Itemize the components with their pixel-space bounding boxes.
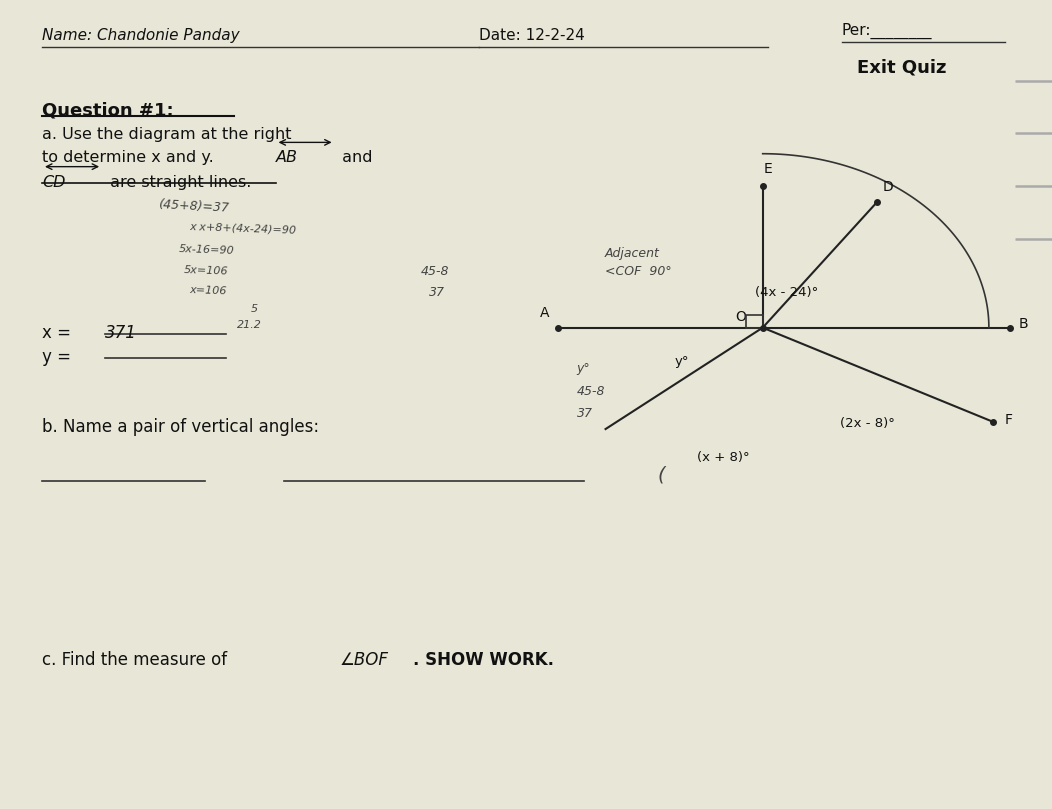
Text: y°: y° [576, 362, 590, 375]
Text: x =: x = [42, 324, 77, 341]
Text: 21.2: 21.2 [237, 320, 262, 330]
Text: . SHOW WORK.: . SHOW WORK. [413, 651, 554, 669]
Text: Name: Chandonie Panday: Name: Chandonie Panday [42, 28, 240, 44]
Text: Adjacent: Adjacent [605, 247, 660, 260]
Text: a. Use the diagram at the right: a. Use the diagram at the right [42, 127, 291, 142]
Text: (4x - 24)°: (4x - 24)° [755, 286, 818, 299]
Text: Date: 12-2-24: Date: 12-2-24 [479, 28, 585, 44]
Text: 371: 371 [105, 324, 137, 341]
Text: ∠BOF: ∠BOF [340, 651, 389, 669]
Text: 45-8: 45-8 [576, 385, 605, 398]
Text: x=106: x=106 [189, 285, 227, 296]
Text: D: D [883, 180, 893, 193]
Text: O: O [735, 311, 746, 324]
Text: y =: y = [42, 348, 77, 366]
Text: c. Find the measure of: c. Find the measure of [42, 651, 232, 669]
Text: 45-8: 45-8 [421, 265, 449, 277]
Text: A: A [540, 306, 550, 320]
Text: and: and [337, 150, 372, 166]
Text: F: F [1005, 413, 1013, 426]
Text: Question #1:: Question #1: [42, 101, 174, 119]
Text: B: B [1018, 317, 1029, 331]
Text: 5x-16=90: 5x-16=90 [179, 244, 235, 256]
Text: Exit Quiz: Exit Quiz [857, 58, 947, 76]
Text: <COF  90°: <COF 90° [605, 265, 671, 278]
Text: 37: 37 [576, 407, 592, 420]
Text: (45+8)=37: (45+8)=37 [158, 198, 229, 215]
Text: E: E [764, 163, 772, 176]
Text: to determine x and y.: to determine x and y. [42, 150, 219, 166]
Text: b. Name a pair of vertical angles:: b. Name a pair of vertical angles: [42, 418, 319, 436]
Text: Per:________: Per:________ [842, 23, 932, 39]
Text: (x + 8)°: (x + 8)° [697, 451, 750, 464]
Text: (2x - 8)°: (2x - 8)° [841, 417, 895, 430]
Text: (: ( [658, 465, 665, 484]
Text: AB: AB [276, 150, 298, 166]
Text: 37: 37 [429, 286, 445, 299]
Text: CD: CD [42, 175, 65, 190]
Bar [746, 315, 763, 328]
Text: 5: 5 [250, 304, 258, 314]
Text: 5x=106: 5x=106 [184, 265, 229, 276]
Text: y°: y° [674, 355, 689, 368]
Text: are straight lines.: are straight lines. [105, 175, 251, 190]
Text: x x+8+(4x-24)=90: x x+8+(4x-24)=90 [189, 222, 297, 235]
